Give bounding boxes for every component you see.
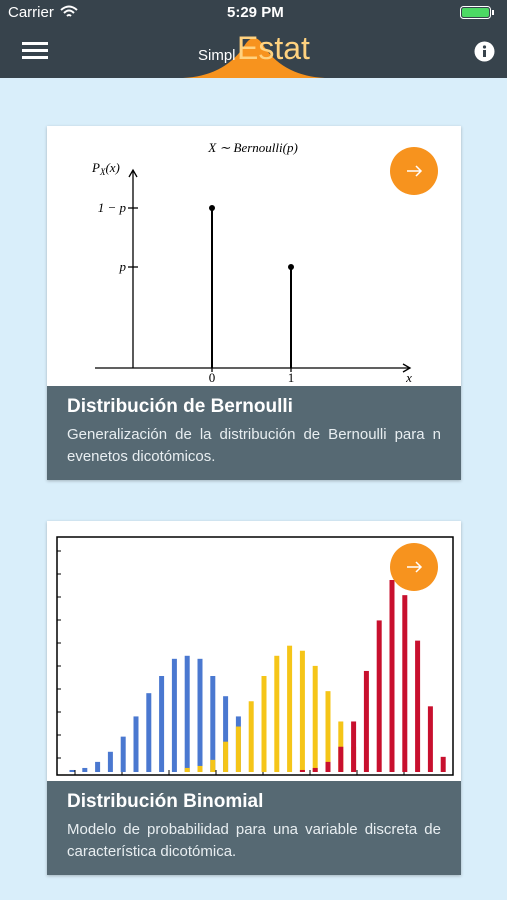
bar: [197, 658, 203, 772]
bar: [210, 759, 216, 772]
bar: [261, 676, 267, 772]
y-label-base: P: [91, 160, 100, 175]
time: 5:29 PM: [227, 4, 284, 21]
logo-prefix: Simpl: [198, 47, 236, 64]
bar: [184, 767, 190, 772]
card-footer: Distribución de Bernoulli Generalización…: [47, 386, 461, 480]
bar: [274, 655, 280, 772]
y-tick-label: p: [119, 259, 127, 274]
bernoulli-figure: X ∼ Bernoulli(p) PX(x) 1 − p p 0 1 x: [91, 140, 412, 385]
bar: [312, 767, 318, 772]
y-label-arg: (x): [105, 160, 119, 175]
bar: [363, 670, 369, 772]
bar: [376, 620, 382, 772]
carrier: Carrier: [8, 4, 54, 21]
bar: [95, 761, 101, 772]
figure-title: X ∼ Bernoulli(p): [207, 140, 298, 155]
card-description: Generalización de la distribución de Ber…: [67, 426, 441, 465]
card-title: Distribución de Bernoulli: [67, 396, 293, 417]
bar: [235, 726, 241, 772]
info-button[interactable]: [474, 41, 495, 62]
bar: [223, 696, 229, 772]
battery-icon: [460, 6, 494, 19]
header: Carrier 5:29 PM Simpl Estat: [0, 0, 507, 78]
bar: [82, 767, 88, 772]
bar: [338, 746, 344, 772]
bar: [146, 693, 152, 772]
logo-shape: [183, 38, 325, 78]
bar: [69, 769, 75, 772]
bar: [299, 769, 305, 772]
bar: [248, 701, 254, 772]
binomial-chart: [56, 536, 454, 776]
bar: [389, 580, 395, 772]
bar: [223, 741, 229, 772]
bar: [287, 645, 293, 772]
x-tick-label: 0: [209, 370, 216, 385]
bar: [197, 765, 203, 772]
bar: [120, 736, 126, 772]
arrow-icon: [407, 561, 423, 573]
arrow-icon: [407, 165, 423, 177]
bar: [338, 721, 344, 772]
bar: [351, 721, 357, 772]
bar: [299, 650, 305, 772]
bar: [171, 658, 177, 772]
bar: [325, 761, 331, 772]
bar: [415, 640, 421, 772]
bar: [427, 706, 433, 772]
y-label: PX(x): [91, 160, 120, 177]
x-tick-label: 1: [288, 370, 295, 385]
card-description: Modelo de probabilidad para una variable…: [67, 821, 441, 860]
card-title: Distribución Binomial: [67, 791, 264, 812]
bar: [133, 716, 139, 772]
bar: [210, 676, 216, 772]
open-button[interactable]: [390, 147, 438, 195]
menu-button[interactable]: [22, 42, 48, 60]
bar: [325, 691, 331, 772]
bar: [440, 756, 446, 772]
y-tick-label: 1 − p: [98, 200, 127, 215]
card-binomial[interactable]: Distribución Binomial Modelo de probabil…: [47, 521, 461, 875]
bar: [402, 595, 408, 772]
card-footer: Distribución Binomial Modelo de probabil…: [47, 781, 461, 875]
wifi-icon: [60, 5, 78, 17]
bar: [107, 751, 113, 772]
bar: [312, 665, 318, 772]
bar: [184, 655, 190, 772]
y-label-sub: X: [99, 167, 106, 177]
x-label: x: [405, 370, 412, 385]
card-bernoulli[interactable]: X ∼ Bernoulli(p) PX(x) 1 − p p 0 1 x Dis…: [47, 126, 461, 480]
bar: [159, 676, 165, 772]
logo-main: Estat: [237, 30, 310, 66]
open-button[interactable]: [390, 543, 438, 591]
